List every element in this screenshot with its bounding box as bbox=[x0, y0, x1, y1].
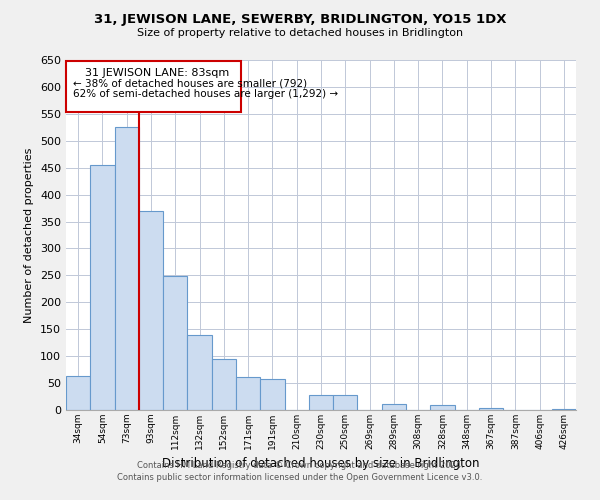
Bar bbox=[382, 404, 406, 410]
Bar bbox=[309, 396, 333, 410]
Text: ← 38% of detached houses are smaller (792): ← 38% of detached houses are smaller (79… bbox=[73, 79, 307, 89]
Bar bbox=[139, 211, 163, 410]
Text: Contains HM Land Registry data © Crown copyright and database right 2024.
Contai: Contains HM Land Registry data © Crown c… bbox=[118, 461, 482, 482]
Text: 31, JEWISON LANE, SEWERBY, BRIDLINGTON, YO15 1DX: 31, JEWISON LANE, SEWERBY, BRIDLINGTON, … bbox=[94, 12, 506, 26]
Bar bbox=[212, 359, 236, 410]
Bar bbox=[479, 408, 503, 410]
FancyBboxPatch shape bbox=[67, 61, 241, 112]
X-axis label: Distribution of detached houses by size in Bridlington: Distribution of detached houses by size … bbox=[162, 458, 480, 470]
Bar bbox=[260, 379, 284, 410]
Bar bbox=[236, 376, 260, 410]
Bar bbox=[115, 128, 139, 410]
Text: 31 JEWISON LANE: 83sqm: 31 JEWISON LANE: 83sqm bbox=[85, 68, 229, 78]
Text: 62% of semi-detached houses are larger (1,292) →: 62% of semi-detached houses are larger (… bbox=[73, 89, 338, 99]
Bar bbox=[66, 376, 90, 410]
Bar bbox=[552, 409, 576, 410]
Y-axis label: Number of detached properties: Number of detached properties bbox=[25, 148, 34, 322]
Bar bbox=[333, 395, 358, 410]
Text: Size of property relative to detached houses in Bridlington: Size of property relative to detached ho… bbox=[137, 28, 463, 38]
Bar bbox=[163, 276, 187, 410]
Bar bbox=[187, 334, 212, 410]
Bar bbox=[90, 165, 115, 410]
Bar bbox=[430, 404, 455, 410]
